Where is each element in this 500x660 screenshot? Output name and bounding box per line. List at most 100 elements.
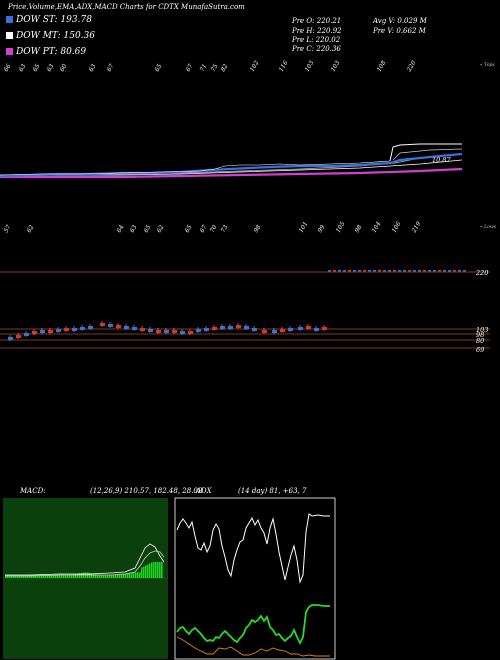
macd-hist-bar <box>133 572 135 578</box>
high-candle <box>458 270 461 272</box>
macd-label: MACD: <box>19 487 46 495</box>
high-candle <box>353 270 356 272</box>
high-candle <box>413 270 416 272</box>
macd-hist-bar <box>117 574 119 578</box>
macd-hist-bar <box>51 575 53 578</box>
bottom-tick-label: 98 <box>354 224 364 234</box>
candle-body <box>272 330 277 333</box>
candle-body <box>8 337 13 340</box>
high-candle <box>398 270 401 272</box>
bottom-tick-label: 219 <box>410 220 422 234</box>
high-candle <box>383 270 386 272</box>
macd-hist-bar <box>65 575 67 578</box>
prev-high: Pre H: 220.92 <box>292 27 342 35</box>
high-candle <box>328 270 331 272</box>
bottom-tick-label: 67 <box>199 224 209 234</box>
macd-hist-bar <box>139 572 141 578</box>
macd-hist-bar <box>45 575 47 578</box>
macd-signal-line <box>5 550 165 577</box>
macd-hist-bar <box>79 573 81 578</box>
high-candle <box>393 270 396 272</box>
bottom-tick-label: 62 <box>26 224 36 234</box>
macd-hist-bar <box>161 562 163 578</box>
bottom-tick-label: 65 <box>184 224 194 234</box>
macd-hist-bar <box>53 575 55 578</box>
macd-hist-bar <box>143 566 145 578</box>
top-tick-label: 103 <box>304 59 316 73</box>
bottom-tick-labels: 57 62 64 63 65 62 65 67 70 73 98 101 99 105 98 104 106 21… <box>3 220 423 234</box>
candle-body <box>156 330 161 333</box>
ema-pt-line <box>0 167 463 179</box>
legend-swatch-mt <box>6 32 13 39</box>
candle-body <box>298 327 303 330</box>
avg-volume: Avg V: 0.029 M <box>373 17 427 25</box>
price-upper-line <box>392 148 463 161</box>
high-candle <box>448 270 451 272</box>
adx-white-line <box>176 513 330 584</box>
macd-hist-bar <box>155 562 157 578</box>
price-close-line <box>389 143 462 162</box>
candle-body <box>288 328 293 331</box>
macd-hist-bar <box>149 563 151 578</box>
macd-hist-bar <box>159 562 161 578</box>
high-candle <box>418 270 421 272</box>
high-candle <box>378 270 381 272</box>
macd-hist-bar <box>63 575 65 578</box>
prev-volume: Pre V: 0.662 M <box>373 27 426 35</box>
high-candle <box>403 270 406 272</box>
candle-body <box>32 331 37 334</box>
legend-dow-mt: DOW MT: 150.36 <box>6 31 95 41</box>
macd-values: (12,26,9) 210.57, 182.48, 28.09 <box>90 487 203 495</box>
candle-body <box>116 325 121 328</box>
candle-body <box>188 331 193 334</box>
candle-body <box>172 330 177 333</box>
high-candle <box>453 270 456 272</box>
macd-hist-bar <box>107 575 109 578</box>
macd-hist-bar <box>71 575 73 578</box>
macd-hist-bar <box>39 575 41 578</box>
macd-hist-bar <box>49 575 51 578</box>
chart-title: Price,Volume,EMA,ADX,MACD Charts for CDT… <box>8 3 245 11</box>
high-candle <box>343 270 346 272</box>
candle-body <box>228 326 233 329</box>
candle-body <box>64 328 69 331</box>
top-tick-label: 103 <box>330 59 342 73</box>
top-tick-label: 65 <box>32 63 42 73</box>
bottom-tick-label: 101 <box>298 221 310 234</box>
macd-hist-bar <box>141 567 143 578</box>
candle-body <box>322 327 327 330</box>
band-label-103: 103 <box>476 326 488 334</box>
top-tick-label: 63 <box>88 63 98 73</box>
top-tick-label: 65 <box>154 63 164 73</box>
band-label-80: 80 <box>476 337 484 345</box>
macd-hist-bar <box>11 575 13 578</box>
candle-body <box>40 330 45 333</box>
macd-hist-bar <box>29 575 31 578</box>
high-candles <box>328 270 466 272</box>
legend-dow-mt-label: DOW MT: 150.36 <box>16 31 95 41</box>
macd-hist-bar <box>91 573 93 578</box>
macd-hist-bar <box>121 573 123 578</box>
high-candle <box>363 270 366 272</box>
adx-green-line <box>176 604 330 646</box>
candle-body <box>80 327 85 330</box>
candle-body <box>314 328 319 331</box>
candle-body <box>252 328 257 331</box>
macd-panel-bg <box>3 498 168 659</box>
candle-body <box>180 331 185 334</box>
macd-hist-bar <box>23 575 25 578</box>
candle-body <box>280 329 285 332</box>
macd-hist-bar <box>17 575 19 578</box>
legend-dow-pt: DOW PT: 80.69 <box>6 47 86 57</box>
adx-values: (14 day) 81, +63, 7 <box>238 487 307 495</box>
macd-hist-bar <box>33 575 35 578</box>
top-tick-label: 71 <box>199 63 209 73</box>
macd-hist-bar <box>7 575 9 578</box>
candle-body <box>100 323 105 326</box>
macd-hist-bar <box>37 575 39 578</box>
macd-hist-bar <box>115 574 117 578</box>
macd-hist-bar <box>89 572 91 578</box>
candle-body <box>220 326 225 329</box>
candle-body <box>124 326 129 329</box>
tops-label: « Tops <box>480 62 495 68</box>
